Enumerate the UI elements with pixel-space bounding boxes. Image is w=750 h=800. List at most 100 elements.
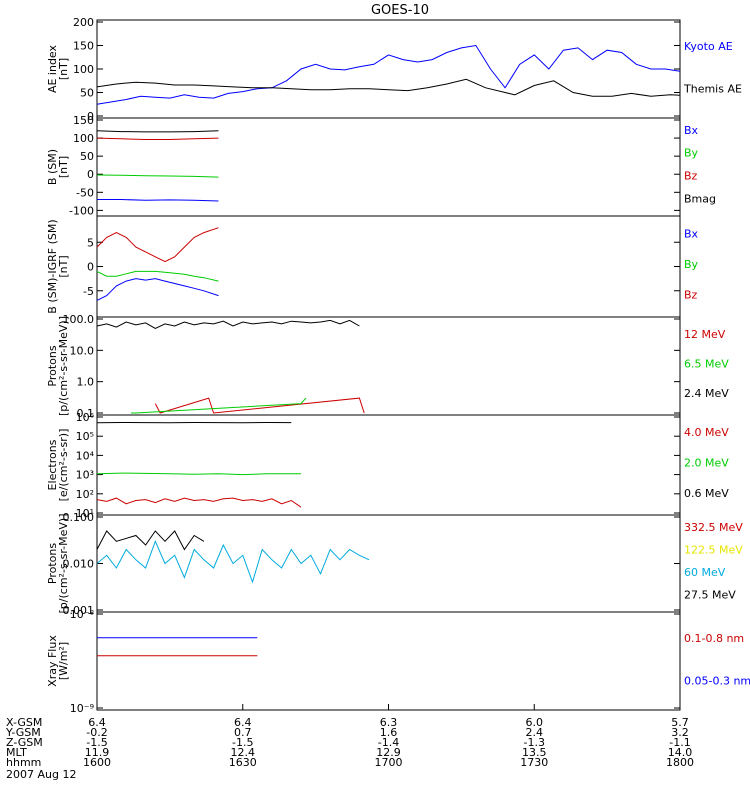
ephemeris-value: 3.2 <box>671 726 689 739</box>
ephemeris-value: 6.4 <box>88 716 106 729</box>
ephemeris-value: 5.7 <box>671 716 689 729</box>
ephemeris-row-label: hhmm <box>6 756 41 769</box>
panel-6-legend-entry: 60 MeV <box>684 566 726 579</box>
panel-6-frame <box>96 514 681 613</box>
panel-4-ytick-label: 100.0 <box>63 313 95 326</box>
panel-2-legend-entry: By <box>684 147 699 160</box>
panel-1-ytick-label: 150 <box>73 40 94 53</box>
panel-7-ytick-label: 10⁻⁸ <box>70 608 95 621</box>
panel-4-legend-entry: 6.5 MeV <box>684 357 729 370</box>
ephemeris-value: 1600 <box>83 756 111 769</box>
ephemeris-value: 1630 <box>229 756 257 769</box>
ephemeris-value: 1700 <box>375 756 403 769</box>
ephemeris-value: -0.2 <box>86 726 107 739</box>
ephemeris-value: -1.4 <box>378 736 399 749</box>
panel-3-series-line <box>96 278 219 301</box>
panel-5-legend-entry: 4.0 MeV <box>684 426 729 439</box>
ephemeris-row-label: MLT <box>6 746 27 759</box>
panel-4-frame <box>96 316 681 416</box>
ephemeris-value: 1.6 <box>380 726 398 739</box>
panel-1-series-line <box>96 78 681 97</box>
panel-3-legend-entry: By <box>684 258 699 271</box>
panel-5-ytick-label: 10⁵ <box>76 430 94 443</box>
ephemeris-row-label: Z-GSM <box>6 736 43 749</box>
ephemeris-value: -1.5 <box>86 736 107 749</box>
panel-5-frame <box>96 414 681 516</box>
panel-4-series-line <box>96 319 360 329</box>
panel-4-ylabel: Protons <box>46 345 59 386</box>
panel-2-series-line <box>96 130 219 133</box>
panel-2-ytick-label: -50 <box>76 186 94 199</box>
ephemeris-value: -1.5 <box>232 736 253 749</box>
chart-title: GOES-10 <box>371 3 429 18</box>
panel-6-ylabel: Protons <box>46 543 59 584</box>
panel-2-frame <box>96 117 681 217</box>
panel-5-legend-entry: 2.0 MeV <box>684 457 729 470</box>
panel-1-legend-entry: Kyoto AE <box>684 40 733 53</box>
panel-2-series-line <box>97 199 219 202</box>
panel-6-ytick-label: 0.100 <box>63 511 95 524</box>
panel-1-legend-entry: Themis AE <box>683 82 742 95</box>
panel-5-ytick-label: 10⁶ <box>76 411 95 424</box>
panel-6-ytick-label: 0.001 <box>63 604 95 617</box>
panel-2-series-line <box>96 137 219 140</box>
ephemeris-value: 6.0 <box>526 716 544 729</box>
ephemeris-row-label: X-GSM <box>6 716 42 729</box>
panel-2-ylabel: [nT] <box>57 156 70 178</box>
ephemeris-value: 13.5 <box>522 746 547 759</box>
panel-1-series-line <box>96 44 681 105</box>
panel-5-legend-entry: 0.6 MeV <box>684 487 729 500</box>
ephemeris-row-label: Y-GSM <box>5 726 41 739</box>
panel-2-ylabel: B (SM) <box>46 149 59 185</box>
ephemeris-value: 6.3 <box>380 716 398 729</box>
panel-1-frame <box>96 19 681 119</box>
ephemeris-value: 12.9 <box>376 746 401 759</box>
panel-2-ytick-label: 0 <box>87 168 94 181</box>
panel-5-ylabel: Electrons <box>46 439 59 490</box>
panel-4-series-line <box>131 397 307 414</box>
panel-4-legend-entry: 12 MeV <box>684 328 726 341</box>
panel-3-frame <box>96 215 681 318</box>
panel-2-ytick-label: -100 <box>69 204 94 217</box>
panel-5-ytick-label: 10⁴ <box>76 449 95 462</box>
panel-6-series-line <box>96 539 370 584</box>
panel-4-ylabel: [p/(cm²-s-sr-MeV)] <box>57 316 70 416</box>
panel-6-legend-entry: 27.5 MeV <box>684 588 736 601</box>
panel-7-legend-entry: 0.05-0.3 nm <box>684 674 750 687</box>
ephemeris-value: 12.4 <box>231 746 256 759</box>
panel-3-legend-entry: Bz <box>684 289 698 302</box>
panel-3-legend-entry: Bx <box>684 227 699 240</box>
ephemeris-value: 11.9 <box>85 746 110 759</box>
panel-1-ytick-label: 100 <box>73 63 94 76</box>
panel-3-ytick-label: -5 <box>83 285 94 298</box>
panel-7-legend-entry: 0.1-0.8 nm <box>684 632 744 645</box>
panel-4-legend-entry: 2.4 MeV <box>684 387 729 400</box>
panel-2-ytick-label: 150 <box>73 114 94 127</box>
ephemeris-value: 14.0 <box>668 746 693 759</box>
panel-4-ytick-label: 1.0 <box>77 376 95 389</box>
panel-1-ytick-label: 50 <box>80 87 94 100</box>
panel-2-legend-entry: Bmag <box>684 192 716 205</box>
ephemeris-value: -1.1 <box>669 736 690 749</box>
panel-6-legend-entry: 332.5 MeV <box>684 521 743 534</box>
panel-7-frame <box>96 611 681 711</box>
panel-1-ylabel: [nT] <box>57 58 70 80</box>
panel-2-legend-entry: Bz <box>684 170 698 183</box>
panel-6-ylabel: [p/(cm²-s-sr-MeV)] <box>57 514 70 614</box>
ephemeris-value: 2.4 <box>526 726 544 739</box>
panel-5-ytick-label: 10³ <box>76 469 94 482</box>
panel-2-ytick-label: 100 <box>73 132 94 145</box>
ephemeris-value: 1730 <box>520 756 548 769</box>
panel-3-series-line <box>96 270 219 282</box>
ephemeris-value: -1.3 <box>524 736 545 749</box>
panel-5-series-line <box>96 497 302 508</box>
panel-7-ytick-label: 10⁻⁹ <box>70 702 94 715</box>
panel-2-ytick-label: 50 <box>80 150 94 163</box>
panel-3-ytick-label: 5 <box>87 236 94 249</box>
panel-3-series-line <box>96 227 219 263</box>
panel-3-ylabel: B (SM)-IGRF (SM) <box>46 219 59 313</box>
panel-5-ytick-label: 10² <box>76 488 94 501</box>
plot-date: 2007 Aug 12 <box>6 768 76 781</box>
